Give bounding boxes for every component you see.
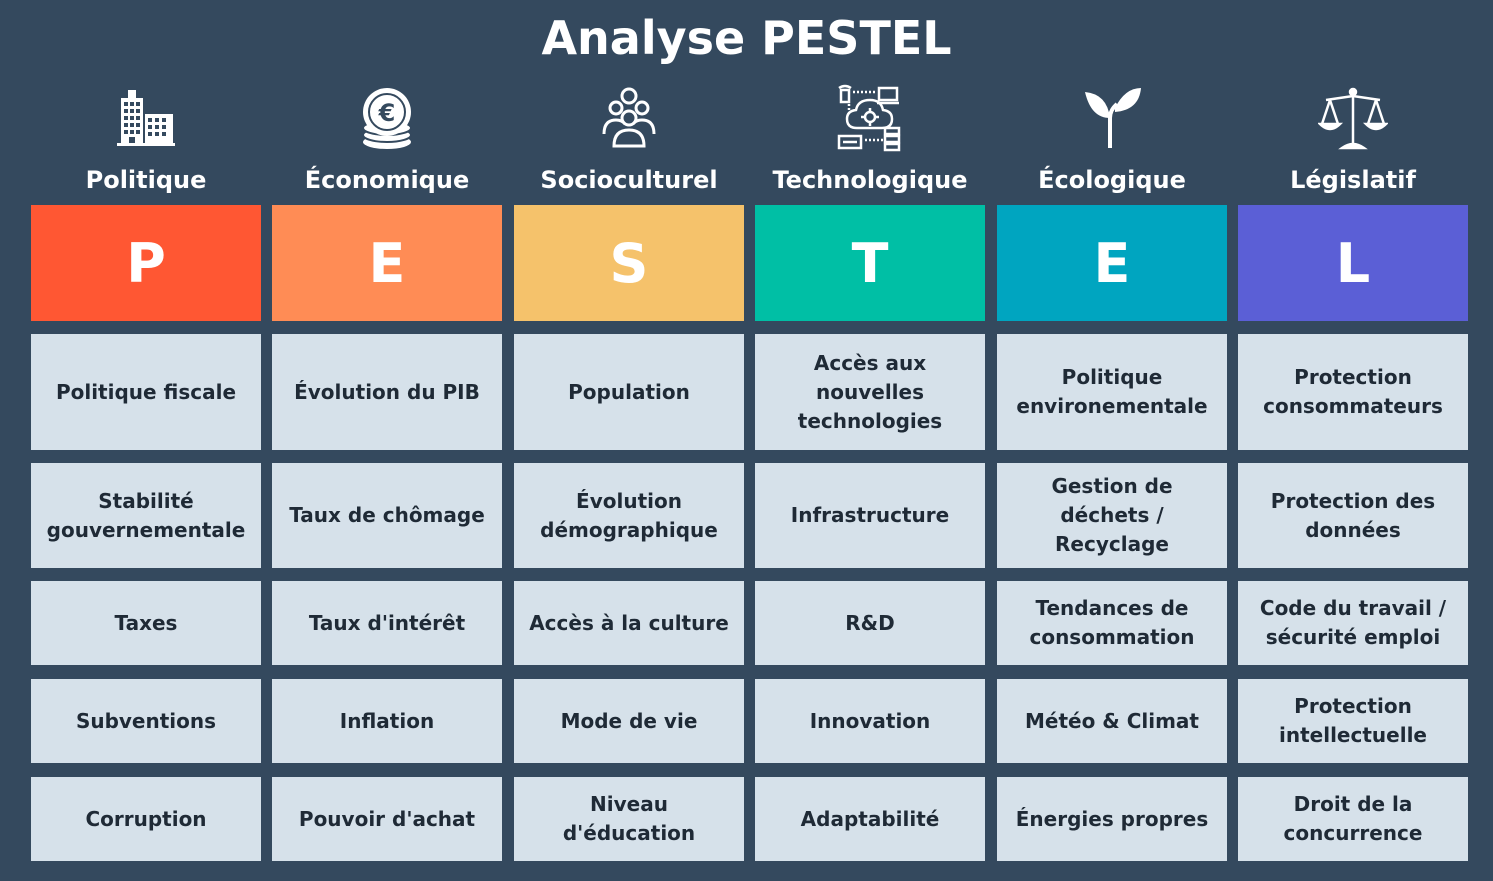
factor-cell: R&D (755, 581, 985, 665)
factor-cell: Accès à la culture (514, 581, 744, 665)
factor-cell: Corruption (31, 777, 261, 861)
people-group-icon (602, 87, 656, 148)
factor-cell: Taux de chômage (272, 463, 502, 568)
category-name: Écologique (1038, 166, 1186, 194)
category-name: Législatif (1290, 166, 1416, 194)
category-name: Technologique (772, 166, 968, 194)
factor-cell: Taux d'intérêt (272, 581, 502, 665)
factor-cell: Stabilité gouvernementale (31, 463, 261, 568)
letter-block: S (514, 205, 744, 321)
factor-cell: Gestion de déchets / Recyclage (997, 463, 1227, 568)
category-name: Économique (304, 166, 470, 194)
column-politique: Politique P Politique fiscale Stabilité … (31, 0, 261, 881)
scales-icon (1318, 87, 1388, 150)
factor-cell: Politique environementale (997, 334, 1227, 450)
category-name: Socioculturel (540, 166, 718, 194)
factor-cell: Politique fiscale (31, 334, 261, 450)
factor-cell: Inflation (272, 679, 502, 763)
column-ecologique: Écologique E Politique environementale G… (997, 0, 1227, 881)
letter-block: L (1238, 205, 1468, 321)
factor-cell: Protection intellectuelle (1238, 679, 1468, 763)
factor-cell: Mode de vie (514, 679, 744, 763)
factor-cell: Infrastructure (755, 463, 985, 568)
sprout-icon (1085, 88, 1141, 148)
buildings-icon (117, 90, 175, 146)
factor-cell: Tendances de consommation (997, 581, 1227, 665)
factor-cell: Subventions (31, 679, 261, 763)
column-socioculturel: Socioculturel S Population Évolution dém… (514, 0, 744, 881)
column-economique: € Économique E Évolution du PIB Taux de … (272, 0, 502, 881)
factor-cell: Énergies propres (997, 777, 1227, 861)
factor-cell: Population (514, 334, 744, 450)
factor-cell: Météo & Climat (997, 679, 1227, 763)
factor-cell: Taxes (31, 581, 261, 665)
factor-cell: Accès aux nouvelles technologies (755, 334, 985, 450)
factor-cell: Protection consommateurs (1238, 334, 1468, 450)
factor-cell: Droit de la concurrence (1238, 777, 1468, 861)
factor-cell: Innovation (755, 679, 985, 763)
svg-text:€: € (378, 99, 396, 127)
factor-cell: Adaptabilité (755, 777, 985, 861)
page-title: Analyse PESTEL (541, 11, 952, 65)
cloud-tech-icon (837, 84, 901, 152)
letter-block: E (997, 205, 1227, 321)
letter-block: E (272, 205, 502, 321)
factor-cell: Évolution du PIB (272, 334, 502, 450)
category-name: Politique (85, 166, 207, 194)
letter-block: P (31, 205, 261, 321)
factor-cell: Évolution démographique (514, 463, 744, 568)
factor-cell: Protection des données (1238, 463, 1468, 568)
column-legislatif: Législatif L Protection consommateurs Pr… (1238, 0, 1468, 881)
factor-cell: Pouvoir d'achat (272, 777, 502, 861)
column-technologique: Technologique T Accès aux nouvelles tech… (755, 0, 985, 881)
euro-coins-icon: € (362, 88, 412, 149)
factor-cell: Niveau d'éducation (514, 777, 744, 861)
factor-cell: Code du travail / sécurité emploi (1238, 581, 1468, 665)
letter-block: T (755, 205, 985, 321)
